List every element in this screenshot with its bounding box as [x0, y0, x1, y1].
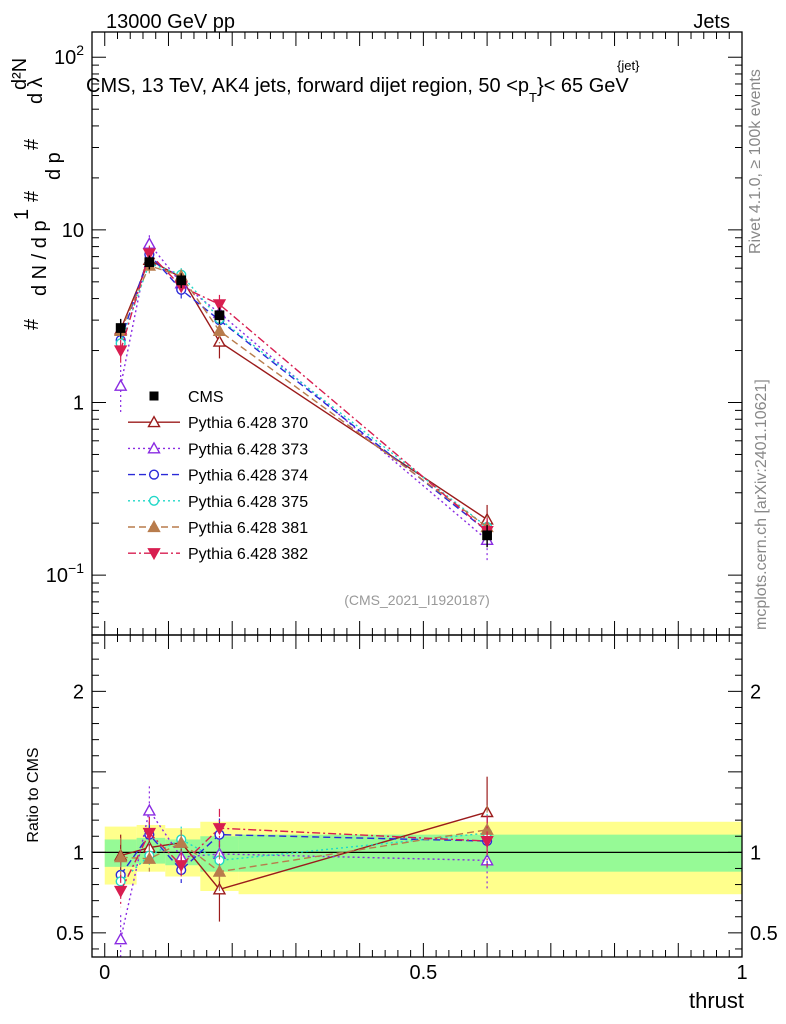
- y-label-numerator-sharp: #: [21, 318, 43, 330]
- ratio-point: [142, 803, 157, 816]
- plot-title-sub: T: [529, 90, 537, 105]
- analysis-id-label: (CMS_2021_I1920187): [344, 592, 490, 608]
- y-label-sharp2: #: [21, 190, 43, 202]
- plot-title-main: CMS, 13 TeV, AK4 jets, forward dijet reg…: [86, 75, 529, 97]
- legend-label: Pythia 6.428 370: [188, 415, 308, 432]
- legend-marker: [148, 495, 160, 506]
- series-point: [212, 334, 227, 347]
- ratio-y-axis-label: Ratio to CMS: [25, 747, 42, 842]
- series-line: [120, 262, 488, 528]
- ratio-y-tick-label-right: 0.5: [750, 923, 778, 945]
- legend-marker: [147, 441, 161, 454]
- main-y-tick-label-exp: −1: [68, 560, 84, 576]
- energy-label: 13000 GeV pp: [106, 11, 235, 33]
- y-label-dndpt: d N / d p: [29, 220, 51, 296]
- main-y-tick-label: 10−1: [46, 560, 84, 587]
- main-panel: [113, 235, 494, 562]
- ratio-panel-frame: [91, 634, 743, 958]
- plot-title-tail: }< 65 GeV: [537, 75, 629, 97]
- mcplots-reference-label: mcplots.cern.ch [arXiv:2401.10621]: [753, 379, 770, 630]
- y-label-sharp3: #: [21, 138, 43, 150]
- x-tick-label: 0: [99, 962, 110, 984]
- y-label-dpt: d p: [43, 152, 65, 180]
- ratio-series-line: [120, 827, 488, 892]
- x-tick-label: 0.5: [409, 962, 437, 984]
- ratio-series-line: [120, 832, 488, 882]
- x-tick-label: 1: [736, 962, 747, 984]
- main-y-tick-label: 10: [62, 220, 84, 242]
- ratio-point: [480, 835, 494, 849]
- plot-title: CMS, 13 TeV, AK4 jets, forward dijet reg…: [86, 75, 629, 105]
- series-point: [212, 323, 227, 336]
- data-point: [214, 310, 225, 321]
- legend-marker: [147, 548, 161, 561]
- ratio-y-tick-label-right: 2: [750, 681, 761, 703]
- legend-label: Pythia 6.428 382: [188, 546, 308, 563]
- legend-label: Pythia 6.428 374: [188, 468, 308, 485]
- ratio-series-line: [119, 808, 488, 940]
- legend-label: Pythia 6.428 381: [188, 520, 308, 537]
- ratio-y-tick-label: 1: [73, 842, 84, 864]
- legend-marker: [147, 520, 161, 533]
- ratio-point: [113, 932, 128, 945]
- series-point: [142, 248, 157, 261]
- legend-label: Pythia 6.428 375: [188, 494, 308, 511]
- category-label: Jets: [693, 11, 730, 33]
- ratio-point: [212, 864, 227, 877]
- main-y-tick-label-base: 10: [46, 565, 68, 587]
- data-point: [144, 257, 155, 268]
- legend-marker: [147, 415, 161, 428]
- legend-label: Pythia 6.428 373: [188, 441, 308, 458]
- legend: CMS Pythia 6.428 370 Pythia 6.428 373 Pythi…: [128, 389, 308, 563]
- ratio-y-tick-label: 0.5: [56, 923, 84, 945]
- legend-marker: [148, 469, 160, 480]
- x-axis-title: thrust: [689, 988, 744, 1013]
- series-point: [212, 299, 227, 312]
- ratio-y-tick-label: 2: [73, 681, 84, 703]
- main-y-axis-label: # 1 d N / d p # d²N d p d λ #: [9, 58, 65, 330]
- series-point: [113, 345, 128, 358]
- data-point: [115, 323, 126, 333]
- y-label-dlambda: d λ: [25, 77, 47, 104]
- ratio-point: [113, 850, 128, 863]
- data-point: [482, 530, 492, 541]
- series-point: [113, 378, 128, 391]
- main-panel-frame: [91, 31, 743, 636]
- main-y-tick-label: 102: [54, 42, 84, 69]
- data-point: [176, 275, 187, 286]
- plot-title-sup: {jet}: [617, 58, 640, 73]
- y-label-d2n: d²N: [9, 58, 31, 90]
- ratio-point: [142, 827, 157, 840]
- ratio-point: [212, 823, 227, 836]
- ratio-y-tick-label-right: 1: [750, 842, 761, 864]
- legend-label-cms: CMS: [188, 389, 224, 406]
- ratio-panel: [113, 776, 494, 957]
- rivet-version-label: Rivet 4.1.0, ≥ 100k events: [747, 69, 764, 254]
- legend-marker-cms: [149, 391, 159, 401]
- ratio-point: [174, 860, 188, 873]
- main-y-tick-label-exp: 2: [76, 42, 84, 58]
- ratio-series-line: [120, 829, 488, 873]
- ratio-point: [174, 835, 188, 848]
- main-y-tick-label-base: 10: [54, 47, 76, 69]
- y-label-one: 1: [11, 209, 33, 220]
- main-y-tick-label: 1: [73, 392, 84, 414]
- ratio-point: [142, 851, 157, 864]
- ratio-point: [113, 885, 128, 898]
